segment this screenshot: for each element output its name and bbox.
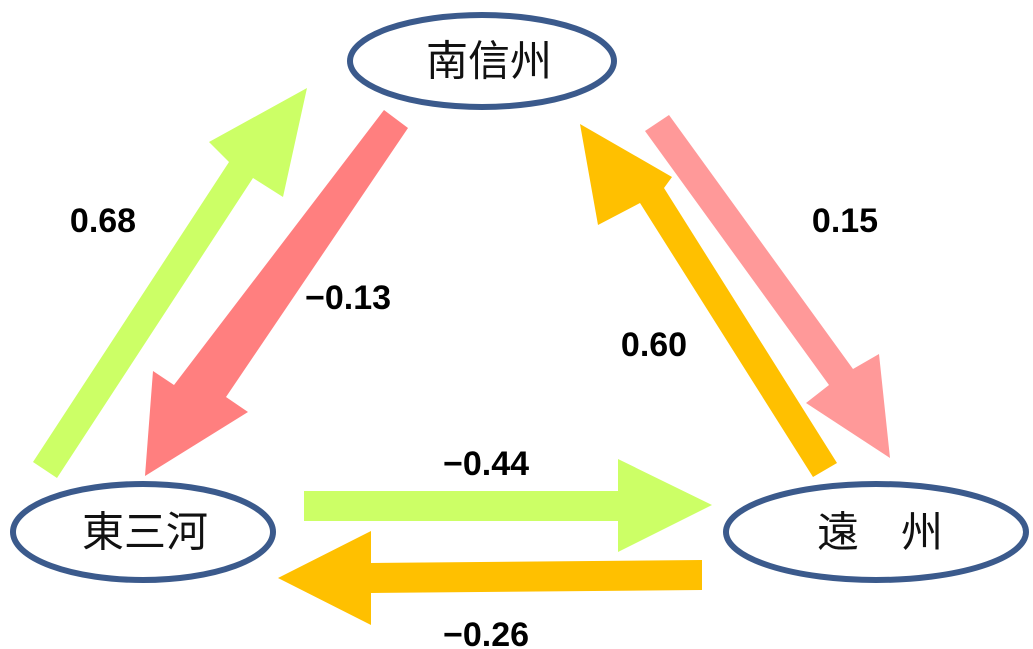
edge-label-mikawa-to-enshu: −0.44 xyxy=(443,445,529,483)
node-ellipse xyxy=(723,481,1029,583)
arrow-mikawa-to-enshu xyxy=(304,459,712,552)
node-enshu: 遠 州 xyxy=(723,481,1029,583)
arrow-shinshu-to-mikawa xyxy=(145,110,408,476)
edge-label-shinshu-to-enshu: 0.15 xyxy=(812,202,878,240)
node-label-higashi-mikawa: 東三河 xyxy=(82,508,208,557)
edge-label-mikawa-to-shinshu: 0.68 xyxy=(70,202,136,240)
edge-label-enshu-to-mikawa: −0.26 xyxy=(443,616,529,649)
node-ellipse xyxy=(347,12,617,110)
node-minami-shinshu: 南信州 xyxy=(347,12,617,110)
node-label-minami-shinshu: 南信州 xyxy=(426,37,552,86)
arrow-mikawa-to-shinshu xyxy=(33,88,307,478)
arrow-enshu-to-mikawa xyxy=(278,531,702,625)
node-higashi-mikawa: 東三河 xyxy=(10,481,276,583)
node-label-enshu: 遠 州 xyxy=(817,508,943,557)
node-ellipse xyxy=(10,481,276,583)
edge-label-enshu-to-shinshu: 0.60 xyxy=(621,326,687,364)
edge-label-shinshu-to-mikawa: −0.13 xyxy=(305,279,391,317)
arrow-shinshu-to-enshu xyxy=(645,115,890,458)
arrow-enshu-to-shinshu xyxy=(580,124,837,477)
